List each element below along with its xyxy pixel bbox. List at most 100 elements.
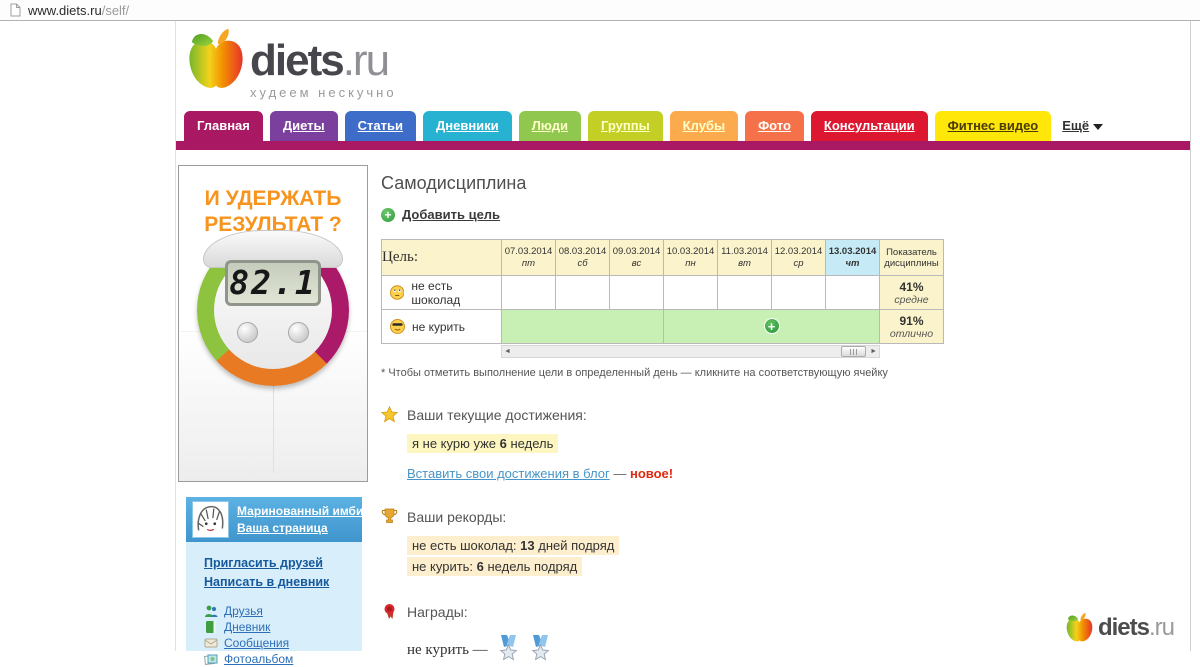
plus-icon (381, 207, 395, 222)
tab-fitnes-video[interactable]: Фитнес видео (934, 111, 1052, 141)
table-footnote: * Чтобы отметить выполнение цели в опред… (381, 367, 888, 379)
promo-banner[interactable]: И УДЕРЖАТЬ РЕЗУЛЬТАТ ? 82.1 (178, 165, 368, 482)
goal-day-cell-done[interactable] (501, 309, 664, 344)
goals-table: Цель: 07.03.2014 пт 08.03.2014 сб 09.03.20… (381, 239, 944, 344)
achievements-section: Ваши текущие достижения: я не курю уже 6… (381, 406, 981, 481)
scale-button (288, 322, 309, 343)
tab-kluby[interactable]: Клубы (669, 111, 739, 141)
tab-konsultacii[interactable]: Консультации (810, 111, 928, 141)
tab-more[interactable]: Ещё (1058, 111, 1107, 141)
day-header: 09.03.2014 вс (609, 239, 664, 276)
score-column-header: Показатель дисциплины (879, 239, 944, 276)
new-badge: новое! (629, 466, 674, 481)
tab-dnevniki[interactable]: Дневники (423, 111, 512, 141)
goal-day-cell[interactable] (663, 275, 718, 310)
page-title: Самодисциплина (381, 173, 527, 193)
tab-stati[interactable]: Статьи (344, 111, 416, 141)
user-panel-header: Маринованный имбирь Ваша страница (186, 497, 378, 549)
envelope-icon (204, 638, 218, 648)
avatar[interactable] (192, 501, 229, 538)
add-goal[interactable]: Добавить цель (381, 207, 981, 222)
nav-accent-bar (176, 141, 1190, 150)
smiley-cool-icon (390, 319, 405, 334)
friends-icon (205, 605, 218, 617)
goal-label-cell: не курить (381, 309, 502, 344)
goal-day-cell[interactable] (609, 275, 664, 310)
goal-day-cell[interactable] (501, 275, 556, 310)
apple-logo-icon (1066, 612, 1093, 642)
star-icon (381, 406, 398, 423)
logo-tagline: худеем нескучно (250, 85, 397, 100)
scale-display: 82.1 (225, 260, 321, 306)
award-item: не курить — (407, 635, 981, 665)
footer-logo: diets.ru (1066, 612, 1175, 643)
record-item: не есть шоколад: 13 дней подряд (407, 536, 620, 555)
invite-friends-link[interactable]: Пригласить друзей (204, 556, 323, 570)
goal-label-cell: не есть шоколад (381, 275, 502, 310)
tab-lyudi[interactable]: Люди (518, 111, 581, 141)
site-container: diets.ru худеем нескучно Главная Диеты С… (175, 21, 1191, 666)
chevron-down-icon (1093, 123, 1104, 130)
records-title: Ваши рекорды: (407, 508, 507, 525)
your-page-link[interactable]: Ваша страница (237, 520, 328, 535)
menu-item-friends[interactable]: Друзья (204, 603, 362, 619)
goal-day-cell[interactable] (771, 275, 826, 310)
tab-gruppy[interactable]: Группы (587, 111, 663, 141)
record-item: не курить: 6 недель подряд (407, 557, 583, 576)
goal-day-cell[interactable] (825, 275, 880, 310)
achievements-title: Ваши текущие достижения: (407, 406, 587, 423)
goal-day-cell[interactable] (555, 275, 610, 310)
score-cell: 91% отлично (879, 309, 944, 344)
awards-title: Награды: (407, 603, 468, 620)
day-header: 12.03.2014 ср (771, 239, 826, 276)
site-logo[interactable]: diets.ru худеем нескучно (188, 27, 397, 100)
insert-to-blog-link[interactable]: Вставить свои достижения в блог (407, 466, 610, 481)
diary-icon (206, 621, 216, 633)
records-section: Ваши рекорды: не есть шоколад: 13 дней п… (381, 508, 981, 576)
scrollbar-thumb[interactable] (841, 346, 866, 357)
blog-insert-line: Вставить свои достижения в блог — новое! (407, 466, 674, 481)
tab-foto[interactable]: Фото (745, 111, 804, 141)
url-text[interactable]: www.diets.ru/self/ (28, 3, 129, 18)
tab-glavnaya[interactable]: Главная (184, 111, 263, 150)
achievement-item: я не курю уже 6 недель (407, 434, 559, 453)
day-header-today: 13.03.2014 чт (825, 239, 880, 276)
user-panel-body: Пригласить друзей Написать в дневник Дру… (186, 542, 362, 666)
main-navigation: Главная Диеты Статьи Дневники Люди Групп… (184, 111, 1107, 150)
mark-day-plus-icon[interactable] (763, 317, 780, 334)
tab-diety[interactable]: Диеты (269, 111, 338, 141)
url-path: /self/ (101, 2, 130, 18)
user-menu: Друзья Дневник Сообщения (204, 603, 362, 667)
menu-item-diary[interactable]: Дневник (204, 619, 362, 635)
award-rosette-icon (384, 604, 395, 619)
smiley-neutral-icon (390, 285, 405, 300)
menu-item-photoalbum[interactable]: Фотоальбом (204, 651, 362, 667)
weight-scale-image: 82.1 (197, 230, 349, 386)
footer-logo-text: diets.ru (1097, 613, 1175, 641)
url-host: www.diets.ru (28, 2, 102, 18)
scale-button (237, 322, 258, 343)
goal-row: не курить 91% отлично (381, 309, 944, 344)
username-link[interactable]: Маринованный имбирь (237, 503, 379, 518)
apple-logo-icon (189, 28, 243, 88)
add-goal-link[interactable]: Добавить цель (402, 207, 501, 222)
goal-column-header: Цель: (381, 239, 502, 276)
browser-address-bar[interactable]: www.diets.ru/self/ (0, 0, 1200, 21)
medal-icon (531, 635, 550, 661)
write-diary-link[interactable]: Написать в дневник (204, 575, 330, 589)
photos-icon (204, 654, 218, 665)
goal-day-cell[interactable] (717, 275, 772, 310)
day-header: 08.03.2014 сб (555, 239, 610, 276)
table-horizontal-scrollbar[interactable] (501, 345, 880, 358)
menu-item-messages[interactable]: Сообщения (204, 635, 362, 651)
goal-day-cell-done[interactable] (663, 309, 880, 344)
logo-text: diets.ru (250, 36, 390, 85)
page-icon (10, 3, 21, 17)
goal-row: не есть шоколад 41% средне (381, 275, 944, 310)
banner-heading: И УДЕРЖАТЬ РЕЗУЛЬТАТ ? (204, 187, 342, 236)
score-cell: 41% средне (879, 275, 944, 310)
trophy-icon (381, 508, 398, 523)
main-content: Самодисциплина Добавить цель Цель: 07.03… (381, 173, 981, 665)
day-header: 10.03.2014 пн (663, 239, 718, 276)
day-header: 07.03.2014 пт (501, 239, 556, 276)
